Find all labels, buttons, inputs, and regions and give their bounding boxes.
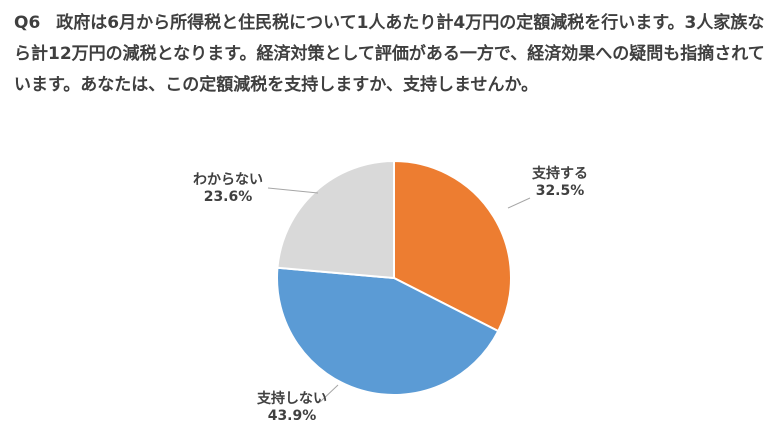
pie-slice-2 xyxy=(276,159,395,280)
slice-value-1: 43.9% xyxy=(268,408,317,424)
leader-line-1 xyxy=(319,384,339,403)
leader-line-2 xyxy=(267,187,319,194)
slice-label-1: 支持しない xyxy=(256,390,327,407)
slice-label-2: わからない xyxy=(193,172,263,188)
question-body: 政府は6月から所得税と住民税について1人あたり計4万円の定額減税を行います。3人… xyxy=(14,13,765,95)
leader-line-0 xyxy=(507,197,531,209)
slice-label-0: 支持する xyxy=(531,165,588,182)
pie-slice-1 xyxy=(276,266,500,396)
question-number: Q6 xyxy=(14,13,41,33)
question-text: Q6 政府は6月から所得税と住民税について1人あたり計4万円の定額減税を行います。… xyxy=(14,8,766,101)
slice-value-2: 23.6% xyxy=(204,189,253,205)
pie-slice-0 xyxy=(393,159,512,333)
slice-value-0: 32.5% xyxy=(536,183,585,199)
